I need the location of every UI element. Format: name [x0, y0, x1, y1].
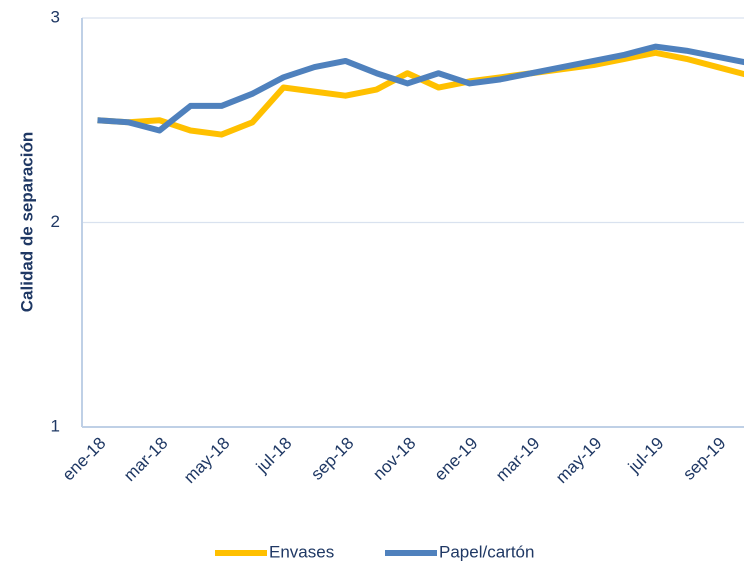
- x-tick-label: mar-18: [120, 434, 172, 486]
- x-tick-label: mar-19: [492, 434, 544, 486]
- x-tick-label: may-18: [180, 434, 234, 488]
- x-tick-label: ene-18: [59, 434, 110, 485]
- y-tick-label: 2: [51, 212, 60, 231]
- x-tick-label: nov-18: [369, 434, 419, 484]
- x-tick-label: sep-19: [679, 434, 729, 484]
- line-series: [97, 49, 744, 138]
- line-series: [97, 43, 744, 134]
- y-axis-label: Calidad de separación: [17, 132, 36, 312]
- x-tick-label: sep-18: [307, 434, 357, 484]
- x-tick-label: jul-18: [252, 434, 296, 478]
- y-tick-label: 3: [51, 7, 60, 26]
- x-tick-label: ene-19: [431, 434, 482, 485]
- x-tick-label: jul-19: [624, 434, 668, 478]
- y-tick-label: 1: [51, 416, 60, 435]
- legend-label: Envases: [269, 542, 334, 561]
- legend-label: Papel/cartón: [439, 542, 534, 561]
- x-tick-label: may-19: [552, 434, 606, 488]
